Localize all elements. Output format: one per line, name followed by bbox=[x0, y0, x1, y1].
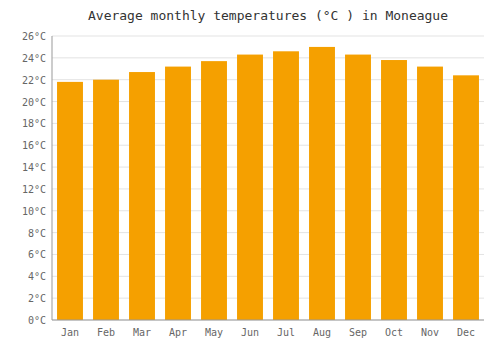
bar bbox=[453, 75, 479, 320]
y-tick-label: 26°C bbox=[22, 31, 46, 42]
y-tick-label: 16°C bbox=[22, 140, 46, 151]
x-tick-label: Sep bbox=[349, 327, 367, 338]
bar bbox=[273, 51, 299, 320]
grid bbox=[52, 36, 484, 320]
y-tick-label: 2°C bbox=[28, 293, 46, 304]
x-tick-label: Jul bbox=[277, 327, 295, 338]
x-tick-label: Jan bbox=[61, 327, 79, 338]
bar bbox=[309, 47, 335, 320]
bar bbox=[93, 80, 119, 320]
chart-container: Average monthly temperatures (°C ) in Mo… bbox=[0, 0, 500, 350]
x-tick-label: Nov bbox=[421, 327, 439, 338]
grid-line bbox=[52, 57, 484, 58]
x-tick-label: Apr bbox=[169, 327, 187, 338]
x-tick-label: Mar bbox=[133, 327, 151, 338]
y-tick-label: 12°C bbox=[22, 184, 46, 195]
bar bbox=[237, 55, 263, 320]
y-tick-label: 18°C bbox=[22, 118, 46, 129]
grid-line bbox=[52, 36, 484, 37]
y-tick-label: 14°C bbox=[22, 162, 46, 173]
bar bbox=[201, 61, 227, 320]
bar bbox=[345, 55, 371, 320]
y-tick-label: 20°C bbox=[22, 97, 46, 108]
x-tick-label: Dec bbox=[457, 327, 475, 338]
x-tick-label: Oct bbox=[385, 327, 403, 338]
title: Average monthly temperatures (°C ) in Mo… bbox=[88, 8, 448, 23]
bar bbox=[129, 72, 155, 320]
x-axis-line bbox=[52, 320, 484, 321]
bar bbox=[165, 67, 191, 320]
y-tick-label: 0°C bbox=[28, 315, 46, 326]
x-tick-label: May bbox=[205, 327, 223, 338]
bars bbox=[57, 47, 479, 320]
y-tick-label: 10°C bbox=[22, 206, 46, 217]
bar bbox=[417, 67, 443, 320]
bar bbox=[381, 60, 407, 320]
chart: Average monthly temperatures (°C ) in Mo… bbox=[0, 0, 500, 350]
x-tick-label: Jun bbox=[241, 327, 259, 338]
y-tick-label: 8°C bbox=[28, 228, 46, 239]
grid-line bbox=[52, 320, 484, 321]
bar bbox=[57, 82, 83, 320]
x-tick-label: Feb bbox=[97, 327, 115, 338]
y-tick-label: 22°C bbox=[22, 75, 46, 86]
y-axis-line bbox=[52, 36, 53, 320]
y-tick-label: 6°C bbox=[28, 249, 46, 260]
y-tick-label: 24°C bbox=[22, 53, 46, 64]
y-tick-label: 4°C bbox=[28, 271, 46, 282]
x-tick-label: Aug bbox=[313, 327, 331, 338]
